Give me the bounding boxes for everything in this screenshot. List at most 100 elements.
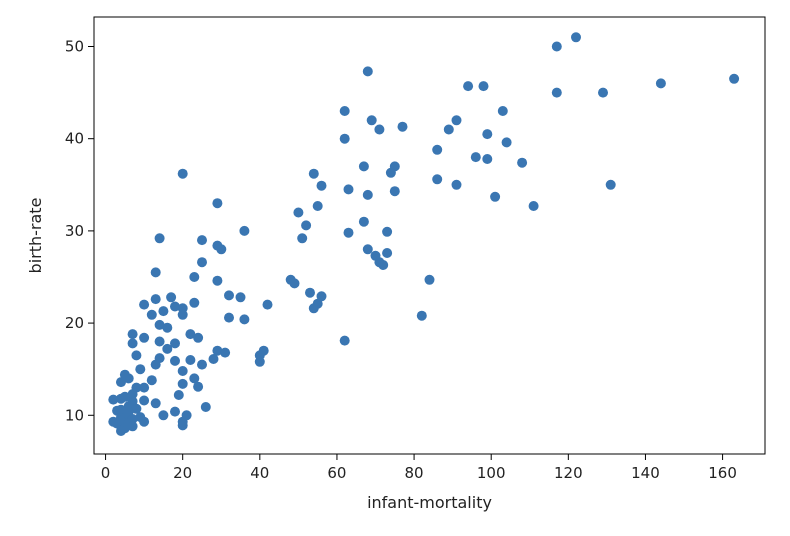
data-point bbox=[366, 115, 377, 126]
data-point bbox=[305, 287, 315, 298]
x-axis-ticks: 0 20 40 60 80 100 120 140 160 bbox=[101, 454, 737, 482]
data-point bbox=[220, 347, 231, 358]
data-point bbox=[139, 395, 150, 406]
x-tick-label: 80 bbox=[405, 464, 424, 482]
data-point bbox=[177, 168, 188, 179]
data-point bbox=[605, 179, 616, 190]
data-point bbox=[146, 375, 157, 386]
data-point bbox=[316, 291, 327, 302]
data-point bbox=[197, 359, 207, 370]
points-layer bbox=[108, 32, 740, 436]
data-point bbox=[170, 301, 180, 312]
data-point bbox=[362, 189, 373, 200]
data-point bbox=[123, 373, 134, 384]
data-point bbox=[158, 410, 169, 421]
data-point bbox=[339, 335, 350, 346]
data-point bbox=[150, 398, 161, 409]
plot-frame bbox=[93, 16, 766, 455]
data-point bbox=[127, 338, 138, 349]
data-point bbox=[185, 329, 196, 340]
data-point bbox=[339, 133, 350, 144]
data-point bbox=[478, 81, 489, 92]
x-tick-label: 140 bbox=[631, 464, 660, 482]
data-point bbox=[258, 345, 269, 356]
data-point bbox=[308, 303, 319, 314]
data-point bbox=[362, 244, 373, 255]
y-tick-label: 20 bbox=[65, 314, 84, 332]
data-point bbox=[127, 414, 138, 424]
data-point bbox=[235, 292, 246, 303]
data-point bbox=[189, 373, 200, 384]
x-tick-label: 60 bbox=[327, 464, 346, 482]
data-point bbox=[131, 403, 142, 414]
data-point bbox=[208, 354, 219, 364]
y-tick-label: 40 bbox=[65, 130, 84, 148]
data-point bbox=[389, 186, 400, 197]
data-point bbox=[254, 356, 265, 367]
data-point bbox=[139, 332, 150, 343]
data-point bbox=[127, 389, 138, 400]
data-point bbox=[528, 201, 539, 211]
data-point bbox=[166, 292, 177, 303]
data-point bbox=[158, 306, 169, 317]
data-point bbox=[551, 41, 562, 52]
data-point bbox=[200, 402, 211, 412]
data-point bbox=[197, 235, 207, 246]
data-point bbox=[177, 309, 188, 320]
data-point bbox=[374, 124, 385, 135]
data-point bbox=[139, 416, 150, 427]
data-point bbox=[293, 207, 304, 218]
data-point bbox=[177, 366, 188, 376]
x-tick-label: 20 bbox=[173, 464, 192, 482]
data-point bbox=[432, 144, 443, 155]
data-point bbox=[316, 180, 327, 191]
data-point bbox=[162, 322, 173, 333]
data-point bbox=[216, 244, 227, 255]
data-point bbox=[185, 355, 196, 365]
data-point bbox=[154, 233, 165, 244]
data-point bbox=[497, 106, 508, 116]
data-point bbox=[416, 310, 427, 321]
data-point bbox=[490, 191, 501, 202]
x-axis-label: infant-mortality bbox=[367, 493, 492, 512]
data-point bbox=[150, 294, 161, 305]
x-tick-label: 0 bbox=[101, 464, 111, 482]
data-point bbox=[173, 390, 184, 400]
data-point bbox=[154, 319, 165, 330]
data-point bbox=[212, 345, 223, 356]
data-point bbox=[108, 394, 119, 405]
y-axis-ticks: 10 20 30 40 50 bbox=[65, 38, 94, 424]
data-point bbox=[189, 272, 200, 282]
data-point bbox=[517, 157, 528, 168]
data-point bbox=[135, 364, 146, 375]
data-point bbox=[239, 314, 250, 325]
data-point bbox=[150, 267, 161, 278]
data-point bbox=[729, 73, 740, 84]
data-point bbox=[362, 66, 373, 77]
data-point bbox=[177, 378, 188, 389]
data-point bbox=[224, 290, 234, 301]
data-point bbox=[482, 129, 493, 140]
data-point bbox=[127, 421, 138, 432]
data-point bbox=[655, 78, 666, 89]
data-point bbox=[463, 81, 474, 92]
data-point bbox=[482, 154, 493, 164]
data-point bbox=[127, 329, 138, 340]
data-point bbox=[116, 415, 126, 426]
data-point bbox=[551, 87, 562, 98]
data-point bbox=[162, 343, 173, 354]
data-point bbox=[501, 137, 512, 148]
data-point bbox=[308, 168, 319, 179]
x-tick-label: 120 bbox=[554, 464, 583, 482]
data-point bbox=[451, 179, 462, 190]
data-point bbox=[177, 420, 188, 431]
y-tick-label: 50 bbox=[65, 38, 84, 56]
data-point bbox=[424, 274, 435, 285]
y-tick-label: 10 bbox=[65, 406, 84, 424]
data-point bbox=[312, 201, 323, 211]
data-point bbox=[212, 198, 223, 209]
data-point bbox=[116, 377, 126, 388]
data-point bbox=[358, 161, 369, 172]
y-axis-label: birth-rate bbox=[26, 198, 45, 274]
